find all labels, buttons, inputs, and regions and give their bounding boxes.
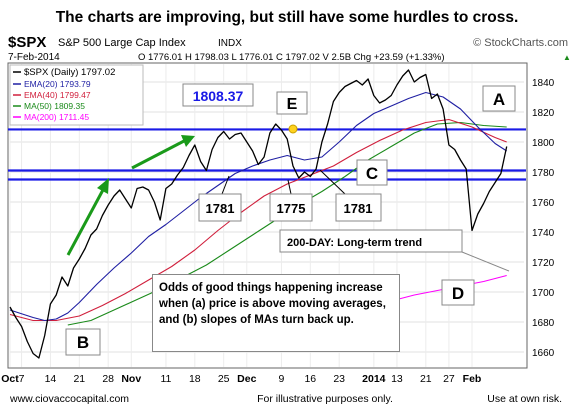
x-tick-labels: Oct 7 14 21 28 Nov 11 18 25 Dec 9 16 23 2014 13 21 27 Feb bbox=[1, 373, 481, 385]
footer-disclaimer: For illustrative purposes only. bbox=[257, 393, 393, 405]
point-d-label: D bbox=[452, 284, 464, 303]
x-tick-label-7: 18 bbox=[189, 373, 201, 385]
point-b-label: B bbox=[77, 333, 89, 352]
uptrend-arrows bbox=[66, 135, 195, 256]
index-tag: INDX bbox=[218, 38, 242, 49]
horizontal-levels bbox=[8, 128, 526, 181]
uptrend-arrow-2 bbox=[131, 139, 185, 170]
uptrend-arrowhead-2 bbox=[181, 135, 195, 147]
legend-entry-ema40: EMA(40) 1799.47 bbox=[24, 90, 91, 100]
y-tick-label-1840: 1840 bbox=[532, 78, 555, 89]
legend-entry-spx: $SPX (Daily) 1797.02 bbox=[24, 67, 115, 78]
point-e-box bbox=[276, 91, 308, 115]
point-e-label: E bbox=[287, 96, 298, 113]
callout-box: Odds of good things happening increase w… bbox=[152, 274, 400, 352]
point-b-box bbox=[65, 328, 101, 356]
legend-entry-ema20: EMA(20) 1793.79 bbox=[24, 79, 91, 89]
ma-box-1781-right bbox=[335, 193, 382, 222]
legend-entry-ma200: MA(200) 1711.45 bbox=[24, 112, 89, 122]
y-tick-label-1780: 1780 bbox=[532, 168, 555, 179]
y-tick-label-1720: 1720 bbox=[532, 258, 555, 269]
series-line-1 bbox=[9, 91, 507, 322]
trend-note-box bbox=[279, 229, 463, 253]
callout-text: Odds of good things happening increase w… bbox=[159, 282, 386, 326]
x-tick-label-1: 7 bbox=[19, 373, 25, 385]
point-a-label: A bbox=[493, 90, 505, 109]
y-tick-label-1660: 1660 bbox=[532, 348, 555, 359]
x-tick-label-17: Feb bbox=[463, 373, 482, 385]
headline: The charts are improving, but still have… bbox=[56, 9, 519, 26]
x-tick-label-9: Dec bbox=[237, 373, 256, 385]
x-tick-label-2: 14 bbox=[45, 373, 57, 385]
y-tick-label-1680: 1680 bbox=[532, 318, 555, 329]
x-tick-label-5: Nov bbox=[121, 373, 141, 385]
uptrend-arrowhead-1 bbox=[97, 178, 109, 194]
ticker: $SPX bbox=[8, 34, 46, 51]
x-tick-label-10: 9 bbox=[279, 373, 285, 385]
ohlc-arrow: ▲ bbox=[563, 53, 571, 62]
uptrend-arrow-1 bbox=[66, 187, 106, 256]
legend-entry-ma50: MA(50) 1809.35 bbox=[24, 101, 85, 111]
x-tick-label-0: Oct bbox=[1, 373, 19, 385]
ma-box-1781-left bbox=[198, 193, 242, 222]
x-tick-label-13: 2014 bbox=[362, 373, 386, 385]
ma-box-1775-label: 1775 bbox=[277, 201, 306, 216]
point-c-box bbox=[356, 159, 388, 186]
point-a-box bbox=[482, 85, 516, 112]
x-tick-label-11: 16 bbox=[304, 373, 316, 385]
x-tick-label-16: 27 bbox=[443, 373, 455, 385]
ma-box-1781-left-label: 1781 bbox=[206, 201, 235, 216]
ma-box-1781-right-label: 1781 bbox=[344, 201, 373, 216]
ohlc-line: O 1776.01 H 1798.03 L 1776.01 C 1797.02 … bbox=[138, 52, 445, 63]
x-tick-label-6: 11 bbox=[160, 373, 171, 385]
y-tick-label-1760: 1760 bbox=[532, 198, 555, 209]
legend-box bbox=[9, 64, 144, 126]
trend-note-pointer bbox=[461, 251, 510, 272]
index-name: S&P 500 Large Cap Index bbox=[58, 37, 186, 49]
date-label: 7-Feb-2014 bbox=[8, 52, 60, 63]
x-tick-label-3: 21 bbox=[73, 373, 85, 385]
y-tick-label-1740: 1740 bbox=[532, 228, 555, 239]
x-tick-label-14: 13 bbox=[391, 373, 403, 385]
footer-website: www.ciovaccocapital.com bbox=[9, 393, 129, 405]
value-box bbox=[182, 83, 254, 107]
y-tick-labels: 1660 1680 1700 1720 1740 1760 1780 1800 1820 1840 bbox=[532, 78, 555, 359]
callout-1781-right-pointer bbox=[319, 169, 346, 195]
x-tick-label-8: 25 bbox=[218, 373, 230, 385]
y-tick-label-1700: 1700 bbox=[532, 288, 555, 299]
series-line-2 bbox=[9, 118, 507, 322]
point-c-label: C bbox=[366, 164, 378, 183]
point-d-box bbox=[441, 279, 475, 306]
point-e-marker bbox=[288, 124, 298, 134]
legend: $SPX (Daily) 1797.02 EMA(20) 1793.79 EMA… bbox=[9, 64, 144, 126]
series-lines bbox=[9, 69, 508, 359]
callout-1775-pointer bbox=[287, 179, 292, 195]
footer-risk: Use at own risk. bbox=[487, 393, 562, 405]
y-tick-label-1800: 1800 bbox=[532, 138, 555, 149]
trend-note: 200-DAY: Long-term trend bbox=[287, 237, 422, 249]
value-box-label: 1808.37 bbox=[193, 88, 244, 104]
x-tick-label-12: 23 bbox=[333, 373, 345, 385]
watermark: © StockCharts.com bbox=[473, 37, 568, 49]
series-line-0 bbox=[9, 69, 508, 359]
ma-box-1775 bbox=[269, 193, 313, 222]
x-tick-label-4: 28 bbox=[102, 373, 114, 385]
callout-1781-left-pointer bbox=[221, 175, 230, 195]
y-tick-label-1820: 1820 bbox=[532, 108, 555, 119]
x-tick-label-15: 21 bbox=[420, 373, 432, 385]
